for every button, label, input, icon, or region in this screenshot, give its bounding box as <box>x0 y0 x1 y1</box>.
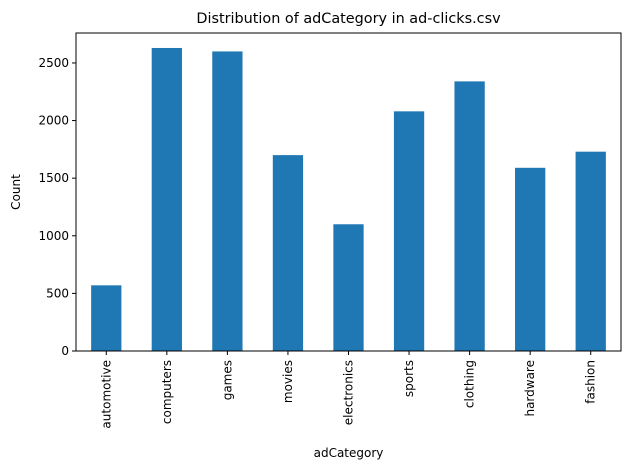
bars-group <box>91 47 606 352</box>
x-tick-label: fashion <box>584 360 598 404</box>
x-tick-label: games <box>220 360 234 400</box>
x-tick-label: clothing <box>463 360 477 408</box>
bar-electronics <box>333 224 364 351</box>
bar-computers <box>151 47 182 351</box>
bar-clothing <box>454 81 485 352</box>
y-tick-label: 500 <box>46 286 69 300</box>
x-tick-label: automotive <box>99 360 113 429</box>
x-axis-label: adCategory <box>314 446 384 460</box>
y-axis-ticks: 0 500 1000 1500 2000 2500 <box>38 56 76 358</box>
y-tick-label: 0 <box>61 344 69 358</box>
y-tick-label: 2000 <box>38 114 69 128</box>
y-axis-label: Count <box>9 174 23 210</box>
x-tick-label: electronics <box>342 360 356 425</box>
bar-hardware <box>515 167 546 351</box>
bar-movies <box>272 155 304 351</box>
x-tick-label: movies <box>281 360 295 403</box>
y-tick-label: 1000 <box>38 229 69 243</box>
bar-games <box>212 51 243 351</box>
x-tick-label: hardware <box>523 360 537 417</box>
bar-automotive <box>91 285 122 351</box>
x-tick-label: computers <box>160 360 174 424</box>
plot-frame <box>75 32 622 352</box>
y-tick-label: 2500 <box>38 56 69 70</box>
chart-title: Distribution of adCategory in ad-clicks.… <box>196 11 501 27</box>
y-tick-label: 1500 <box>38 171 69 185</box>
bar-sports <box>393 111 425 351</box>
x-axis-ticks: automotive computers games movies electronic… <box>99 351 598 429</box>
bar-fashion <box>575 151 606 351</box>
x-tick-label: sports <box>402 360 416 397</box>
